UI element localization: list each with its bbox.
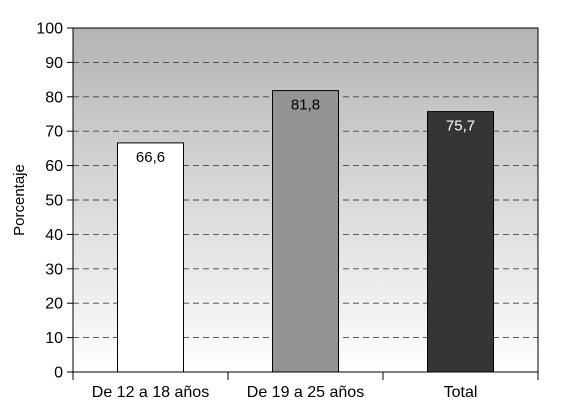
y-tick-label: 10 xyxy=(45,330,63,347)
axes: 0 10 20 30 40 50 60 70 80 90 100 De 12 a 18 años De … xyxy=(36,21,539,401)
data-label: 75,7 xyxy=(446,118,475,135)
y-tick-label: 80 xyxy=(45,89,63,106)
y-tick-label: 70 xyxy=(45,124,63,141)
x-category-label: De 12 a 18 años xyxy=(92,384,209,401)
y-tick-label: 30 xyxy=(45,261,63,278)
data-label: 81,8 xyxy=(291,97,320,114)
y-tick-label: 100 xyxy=(36,21,63,38)
y-tick-label: 0 xyxy=(54,365,63,382)
y-tick-label: 50 xyxy=(45,193,63,210)
y-tick-label: 40 xyxy=(45,227,63,244)
x-category-label: De 19 a 25 años xyxy=(247,384,364,401)
y-axis-title: Porcentaje xyxy=(11,164,28,236)
bar xyxy=(117,142,184,373)
bars xyxy=(117,90,494,373)
x-category-label: Total xyxy=(444,384,478,401)
data-label: 66,6 xyxy=(136,149,165,166)
y-tick-label: 60 xyxy=(45,158,63,175)
y-tick-label: 20 xyxy=(45,296,63,313)
data-labels: 66,6 81,8 75,7 xyxy=(136,97,475,166)
bar xyxy=(272,90,339,373)
bar xyxy=(427,111,494,373)
y-tick-label: 90 xyxy=(45,55,63,72)
